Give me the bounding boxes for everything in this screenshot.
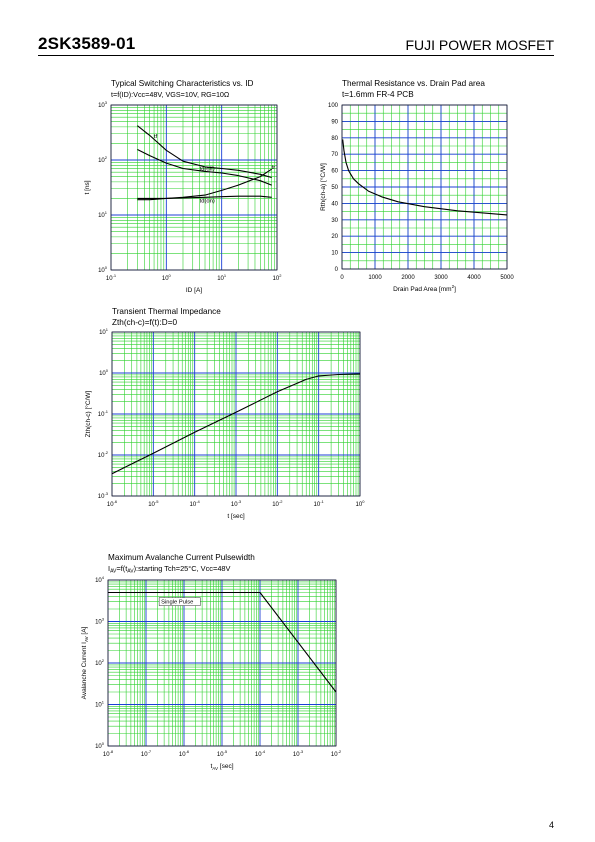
chart3-frame	[111, 331, 361, 497]
chart2-grid	[341, 104, 508, 270]
avalanche-current-chart: Maximum Avalanche Current Pulsewidth IAV=…	[81, 553, 342, 771]
chart2-y-tick-label: 50	[331, 185, 338, 191]
chart3-y-tick-label: 101	[99, 327, 109, 336]
chart2-y-tick-label: 10	[331, 251, 338, 257]
chart2-x-axis-label: Drain Pad Area [mm2]	[393, 284, 456, 293]
chart1-frame	[110, 104, 278, 271]
chart2-frame	[341, 104, 508, 270]
chart1-y-axis-label: t [ns]	[84, 180, 91, 194]
chart1-y-tick-label: 103	[98, 100, 108, 109]
chart3-series-line-1	[111, 373, 361, 475]
chart2-y-tick-label: 80	[331, 136, 338, 142]
chart2-y-tick-label: 30	[331, 218, 338, 224]
chart4-y-tick-label: 100	[95, 741, 105, 750]
chart1-y-tick-label: 101	[98, 210, 108, 219]
chart2-y-tick-label: 40	[331, 201, 338, 207]
transient-impedance-chart: Transient Thermal Impedance Zth(ch-c)=f(t…	[84, 307, 366, 520]
chart1-y-tick-label: 102	[98, 155, 108, 164]
chart4-x-tick-label: 10-3	[293, 749, 304, 758]
chart3-x-axis-label: t [sec]	[227, 513, 245, 520]
chart1-curve-label-4: td(on)	[200, 198, 215, 204]
chart1-series-line-4	[137, 195, 272, 199]
header-rule	[38, 55, 554, 56]
chart2-x-tick-label: 4000	[467, 275, 481, 281]
chart3-x-tick-label: 10-4	[190, 499, 201, 508]
chart4-x-tick-label: 10-5	[217, 749, 228, 758]
chart4-y-tick-label: 102	[95, 658, 105, 667]
chart3-y-axis-label: Zth(ch-c) [°C/W]	[84, 390, 92, 437]
chart2-title: Thermal Resistance vs. Drain Pad area	[342, 79, 485, 88]
switching-chart: Typical Switching Characteristics vs. ID…	[84, 79, 283, 294]
chart1-x-axis-label: ID [A]	[186, 287, 202, 294]
chart1-curve-label-3: tr	[272, 165, 276, 171]
chart3-grid	[111, 331, 361, 497]
chart4-x-tick-label: 10-6	[179, 749, 190, 758]
chart4-x-tick-label: 10-8	[103, 749, 114, 758]
chart2-y-tick-label: 60	[331, 169, 338, 175]
chart4-subtitle: IAV=f(tAV):starting Tch=25°C, Vcc=48V	[108, 564, 231, 575]
chart4-x-axis-label: tAV [sec]	[210, 763, 233, 771]
chart4-title: Maximum Avalanche Current Pulsewidth	[108, 553, 255, 562]
chart4-x-tick-label: 10-7	[141, 749, 152, 758]
chart2-x-tick-label: 3000	[434, 275, 448, 281]
chart3-x-tick-label: 10-5	[148, 499, 159, 508]
chart3-y-tick-label: 100	[99, 368, 109, 377]
chart1-series-line-3	[137, 168, 272, 201]
chart1-curve-label-2: td(off)	[200, 166, 215, 172]
chart3-x-tick-label: 10-3	[231, 499, 242, 508]
chart2-y-tick-label: 0	[335, 267, 339, 273]
page-number: 4	[548, 820, 554, 830]
chart4-x-tick-label: 10-2	[331, 749, 342, 758]
chart1-grid	[110, 104, 278, 271]
chart2-y-tick-label: 70	[331, 152, 338, 158]
chart1-x-tick-label: 100	[162, 273, 172, 282]
chart4-grid	[107, 579, 337, 747]
chart3-x-tick-label: 10-1	[314, 499, 325, 508]
chart4-y-tick-label: 101	[95, 700, 105, 709]
chart1-x-tick-label: 102	[273, 273, 283, 282]
thermal-pad-chart: Thermal Resistance vs. Drain Pad area t=1…	[319, 79, 514, 293]
chart1-series-line-1	[137, 125, 272, 179]
chart2-y-tick-label: 90	[331, 119, 338, 125]
chart2-x-tick-label: 0	[340, 275, 344, 281]
chart3-y-tick-label: 10-2	[98, 450, 109, 459]
chart1-y-tick-label: 100	[98, 265, 108, 274]
chart2-x-tick-label: 5000	[500, 275, 514, 281]
chart2-y-tick-label: 20	[331, 234, 338, 240]
chart3-title: Transient Thermal Impedance	[112, 307, 221, 316]
chart4-y-tick-label: 104	[95, 575, 105, 584]
chart2-y-tick-label: 100	[328, 103, 339, 109]
chart4-y-tick-label: 103	[95, 617, 105, 626]
chart4-series-line-1	[108, 591, 337, 693]
chart4-label-box	[158, 597, 201, 606]
part-number: 2SK3589-01	[38, 34, 136, 53]
chart3-x-tick-label: 10-6	[107, 499, 118, 508]
chart1-x-tick-label: 10-1	[106, 273, 117, 282]
chart4-y-axis-label: Avalanche Current IAV [A]	[81, 626, 89, 699]
chart1-x-tick-label: 101	[217, 273, 227, 282]
chart2-x-tick-label: 2000	[401, 275, 415, 281]
chart4-frame	[107, 579, 337, 747]
chart3-subtitle: Zth(ch-c)=f(t):D=0	[112, 318, 178, 327]
chart1-curve-label-1: tf	[154, 134, 158, 140]
chart4-curve-label-1: Single Pulse	[161, 600, 193, 606]
chart1-subtitle: t=f(ID):Vcc=48V, VGS=10V, RG=10Ω	[111, 90, 230, 99]
chart2-x-tick-label: 1000	[368, 275, 382, 281]
manufacturer-title: FUJI POWER MOSFET	[405, 37, 554, 53]
chart3-y-tick-label: 10-3	[98, 491, 109, 500]
chart2-y-axis-label: Rth(ch-a) [°C/W]	[319, 163, 327, 211]
chart2-subtitle: t=1.6mm FR-4 PCB	[342, 90, 414, 99]
chart3-x-tick-label: 100	[356, 499, 366, 508]
chart2-series-line-1	[342, 139, 508, 216]
chart3-y-tick-label: 10-1	[98, 409, 109, 418]
chart1-plot-area	[111, 105, 277, 270]
chart3-x-tick-label: 10-2	[272, 499, 283, 508]
chart1-title: Typical Switching Characteristics vs. ID	[111, 79, 254, 88]
chart4-x-tick-label: 10-4	[255, 749, 266, 758]
